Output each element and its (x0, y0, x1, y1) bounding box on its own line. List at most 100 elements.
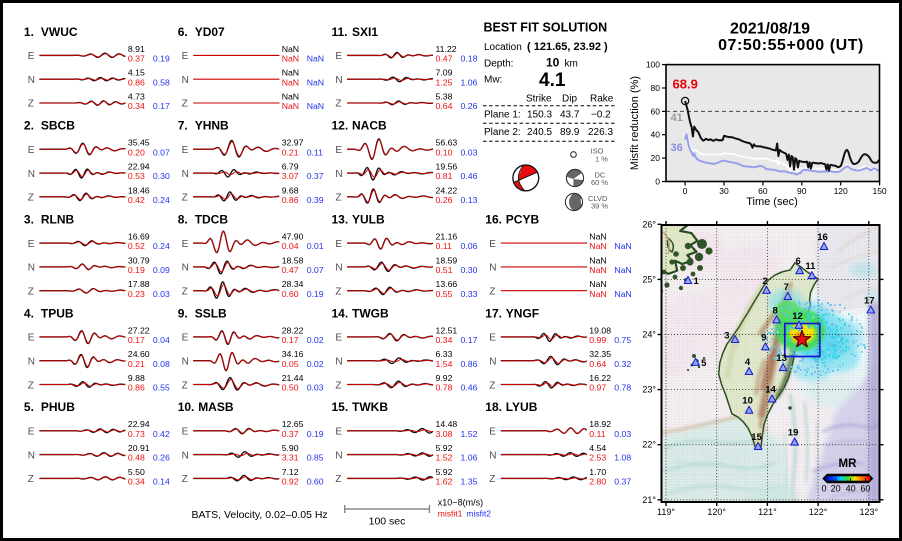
svg-text:Strike: Strike (526, 94, 552, 105)
svg-text:N: N (28, 75, 35, 86)
svg-text:13.66: 13.66 (436, 279, 458, 289)
svg-text:19.08: 19.08 (589, 325, 611, 335)
svg-text:60: 60 (860, 484, 870, 494)
svg-text:SXI1: SXI1 (352, 25, 378, 39)
svg-text:−0.2: −0.2 (591, 110, 611, 121)
svg-text:0.03: 0.03 (307, 383, 324, 393)
svg-text:NaN: NaN (282, 101, 299, 111)
svg-text:Mw:: Mw: (484, 75, 502, 86)
svg-text:0.05: 0.05 (282, 359, 299, 369)
svg-text:10.: 10. (178, 400, 195, 414)
svg-text:1.08: 1.08 (614, 453, 631, 463)
svg-text:0.21: 0.21 (282, 147, 299, 157)
svg-text:0.60: 0.60 (282, 289, 299, 299)
svg-text:TDCB: TDCB (195, 213, 229, 227)
svg-text:E: E (489, 333, 496, 344)
svg-text:2.80: 2.80 (589, 477, 606, 487)
svg-text:26°: 26° (642, 219, 656, 229)
svg-text:BATS, Velocity, 0.02–0.05 Hz: BATS, Velocity, 0.02–0.05 Hz (192, 509, 328, 521)
svg-text:0.78: 0.78 (614, 383, 631, 393)
svg-text:NACB: NACB (352, 119, 387, 133)
svg-text:0.10: 0.10 (436, 147, 453, 157)
svg-text:3.: 3. (24, 213, 34, 227)
svg-text:24.60: 24.60 (128, 349, 150, 359)
svg-text:119°: 119° (657, 507, 675, 517)
svg-text:0.11: 0.11 (436, 241, 452, 251)
svg-text:NaN: NaN (589, 232, 606, 242)
svg-text:NaN: NaN (307, 101, 324, 111)
svg-text:2021/08/19: 2021/08/19 (730, 21, 810, 38)
svg-text:15: 15 (751, 432, 762, 443)
svg-text:NaN: NaN (589, 289, 606, 299)
svg-text:1.52: 1.52 (461, 429, 478, 439)
svg-text:0.17: 0.17 (128, 335, 145, 345)
svg-text:150.3: 150.3 (527, 110, 552, 121)
svg-text:5.92: 5.92 (436, 443, 453, 453)
svg-text:E: E (28, 239, 35, 250)
svg-text:NaN: NaN (282, 77, 299, 87)
svg-text:NaN: NaN (614, 241, 631, 251)
svg-text:NaN: NaN (614, 289, 631, 299)
svg-text:0: 0 (655, 177, 660, 187)
svg-text:0.23: 0.23 (128, 289, 145, 299)
svg-text:12: 12 (792, 311, 803, 322)
svg-text:MR: MR (839, 458, 858, 470)
svg-text:0.46: 0.46 (461, 383, 478, 393)
svg-text:( 121.65, 23.92 ): ( 121.65, 23.92 ) (527, 41, 608, 53)
svg-text:Depth:: Depth: (484, 59, 513, 70)
svg-text:E: E (335, 51, 342, 62)
svg-text:x10−8(m/s): x10−8(m/s) (438, 498, 483, 508)
svg-text:Z: Z (335, 286, 341, 297)
svg-text:21°: 21° (642, 495, 656, 505)
svg-text:240.5: 240.5 (527, 127, 552, 138)
svg-text:Z: Z (182, 193, 188, 204)
svg-text:12.65: 12.65 (282, 419, 304, 429)
svg-text:km: km (565, 59, 578, 70)
svg-text:1.52: 1.52 (436, 453, 453, 463)
svg-text:E: E (182, 333, 189, 344)
svg-text:N: N (28, 169, 35, 180)
svg-text:0.47: 0.47 (282, 265, 299, 275)
svg-text:0.30: 0.30 (153, 171, 170, 181)
svg-text:60: 60 (651, 106, 661, 116)
svg-text:7.: 7. (178, 119, 188, 133)
svg-text:0.55: 0.55 (153, 383, 170, 393)
svg-text:0.52: 0.52 (128, 241, 145, 251)
svg-text:11.22: 11.22 (436, 44, 457, 54)
svg-text:0.86: 0.86 (128, 383, 145, 393)
svg-text:E: E (28, 427, 35, 438)
svg-text:16.: 16. (485, 213, 502, 227)
svg-text:E: E (182, 427, 189, 438)
svg-text:0.97: 0.97 (589, 383, 606, 393)
svg-text:1: 1 (694, 276, 700, 287)
svg-text:Plane 1:: Plane 1: (484, 110, 521, 121)
svg-text:5.: 5. (24, 400, 34, 414)
svg-text:13: 13 (776, 353, 787, 364)
svg-text:Z: Z (28, 286, 34, 297)
svg-text:ISO: ISO (591, 147, 604, 156)
svg-text:39 %: 39 % (591, 202, 608, 211)
svg-text:0.19: 0.19 (307, 429, 324, 439)
svg-text:2: 2 (762, 276, 767, 287)
svg-text:16.69: 16.69 (128, 232, 150, 242)
svg-text:0.19: 0.19 (153, 54, 170, 64)
svg-text:NaN: NaN (282, 68, 299, 78)
svg-text:0.55: 0.55 (436, 289, 453, 299)
svg-text:N: N (182, 75, 189, 86)
svg-text:100 sec: 100 sec (369, 516, 406, 528)
svg-text:14.48: 14.48 (436, 419, 458, 429)
svg-text:N: N (182, 263, 189, 274)
svg-text:4.73: 4.73 (128, 91, 145, 101)
svg-text:Z: Z (28, 193, 34, 204)
svg-text:32.35: 32.35 (589, 349, 611, 359)
svg-text:NaN: NaN (282, 91, 299, 101)
svg-text:28.34: 28.34 (282, 279, 304, 289)
svg-text:0.11: 0.11 (589, 429, 605, 439)
svg-text:11: 11 (805, 261, 816, 272)
svg-text:0.09: 0.09 (153, 265, 170, 275)
svg-text:5.38: 5.38 (436, 91, 453, 101)
svg-text:0.33: 0.33 (461, 289, 478, 299)
svg-text:Misfit reduction (%): Misfit reduction (%) (629, 76, 641, 170)
svg-text:56.63: 56.63 (436, 138, 458, 148)
svg-text:0.42: 0.42 (153, 429, 170, 439)
